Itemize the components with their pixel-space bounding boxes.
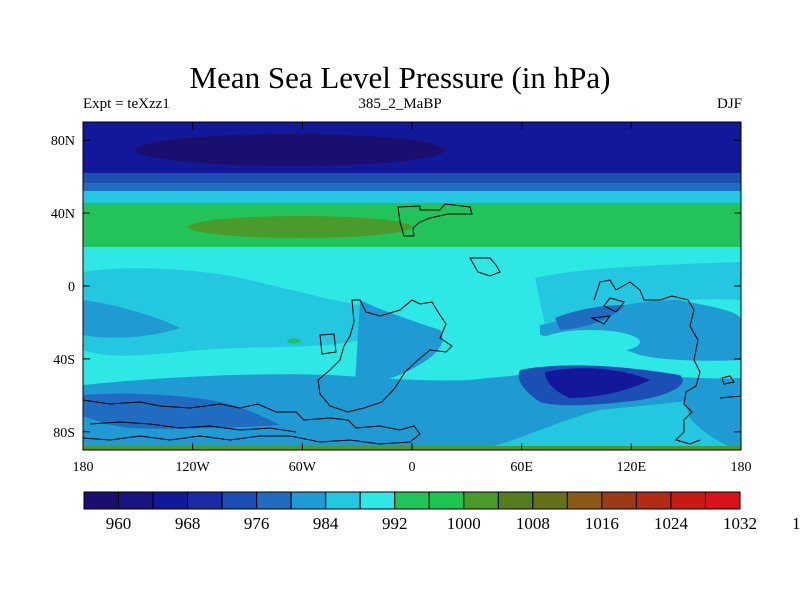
colorbar-swatch [256, 491, 292, 510]
colorbar-swatch [635, 491, 672, 510]
colorbar-label: 1000 [447, 514, 481, 533]
indian-ocean-pocket [540, 330, 640, 354]
colorbar-label: 1008 [516, 514, 550, 533]
colorbar-label: 960 [106, 514, 132, 533]
lon-tick-label: 180 [731, 460, 752, 475]
coast-east-small [721, 375, 735, 385]
coast-small-south [319, 333, 337, 355]
colorbar-label: 1024 [654, 514, 689, 533]
colorbar-swatch [325, 491, 361, 510]
colorbar-swatch [670, 491, 706, 510]
colorbar-label: 1032 [723, 514, 757, 533]
coast-antarctica [82, 399, 421, 445]
colorbar-swatch [566, 491, 603, 510]
lon-tick-label: 180 [73, 460, 94, 475]
coast-islands [590, 297, 625, 325]
subtropical-high [188, 216, 412, 238]
coast-south-inner [89, 421, 297, 433]
colorbar-label: 976 [244, 514, 270, 533]
colorbar-swatch [394, 491, 430, 510]
band-subpolar-1 [83, 173, 741, 185]
colorbar-swatch [83, 491, 120, 510]
colorbar-swatch [221, 491, 258, 510]
lat-tick-label: 40N [51, 207, 75, 222]
coastlines [82, 203, 742, 445]
tropical-low-west-inner [83, 300, 180, 338]
period-label: 385_2_MaBP [358, 96, 442, 112]
coast-south-america [317, 299, 453, 413]
colorbar-label: 1040 [792, 514, 800, 533]
colorbar-label: 1016 [585, 514, 619, 533]
colorbar-swatch [359, 491, 396, 510]
coast-east-tip [719, 395, 742, 399]
maritime-low-core [555, 305, 625, 330]
lon-axis: 180 120W 60W 0 60E 120E 180 [73, 122, 752, 475]
colorbar-swatch [532, 491, 568, 510]
map-title: Mean Sea Level Pressure (in hPa) [189, 60, 611, 95]
colorbar-swatch [428, 491, 465, 510]
lat-axis: 80N 40N 0 40S 80S [51, 134, 741, 441]
experiment-label: Expt = teXzz1 [83, 96, 170, 112]
band-subpolar-3 [83, 191, 741, 205]
colorbar-swatch [187, 491, 223, 510]
lat-tick-label: 80S [53, 426, 75, 441]
lon-tick-label: 120W [176, 460, 211, 475]
colorbar-label: 984 [313, 514, 339, 533]
band-subpolar-2 [83, 183, 741, 193]
pacific-south-blob [683, 392, 741, 450]
colorbar-label: 992 [382, 514, 408, 533]
lat-tick-label: 0 [68, 280, 75, 295]
season-label: DJF [716, 96, 742, 112]
arctic-low [135, 134, 445, 166]
lon-tick-label: 60E [510, 460, 533, 475]
coast-africa-east [593, 279, 701, 445]
colorbar-swatch [118, 491, 154, 510]
colorbar: 960 968 976 984 992 1000 1008 1016 1024 1032 1040 [83, 491, 800, 533]
lon-tick-label: 0 [409, 460, 416, 475]
colorbar-swatch [497, 491, 534, 510]
coast-europe [397, 203, 473, 237]
pressure-field [83, 122, 741, 450]
lon-tick-label: 120E [617, 460, 647, 475]
lon-tick-label: 60W [289, 460, 317, 475]
colorbar-swatch [152, 491, 189, 510]
band-midlat-high [83, 203, 741, 249]
colorbar-swatch [704, 491, 741, 510]
south-atlantic-low [355, 300, 443, 385]
small-green-cell [287, 338, 301, 344]
colorbar-swatch [463, 491, 499, 510]
coast-mideast [469, 257, 501, 277]
colorbar-swatch [601, 491, 637, 510]
antarctic-low-core [545, 368, 650, 398]
lat-tick-label: 40S [53, 353, 75, 368]
colorbar-swatch [290, 491, 327, 510]
colorbar-label: 968 [175, 514, 201, 533]
lat-tick-label: 80N [51, 134, 75, 149]
